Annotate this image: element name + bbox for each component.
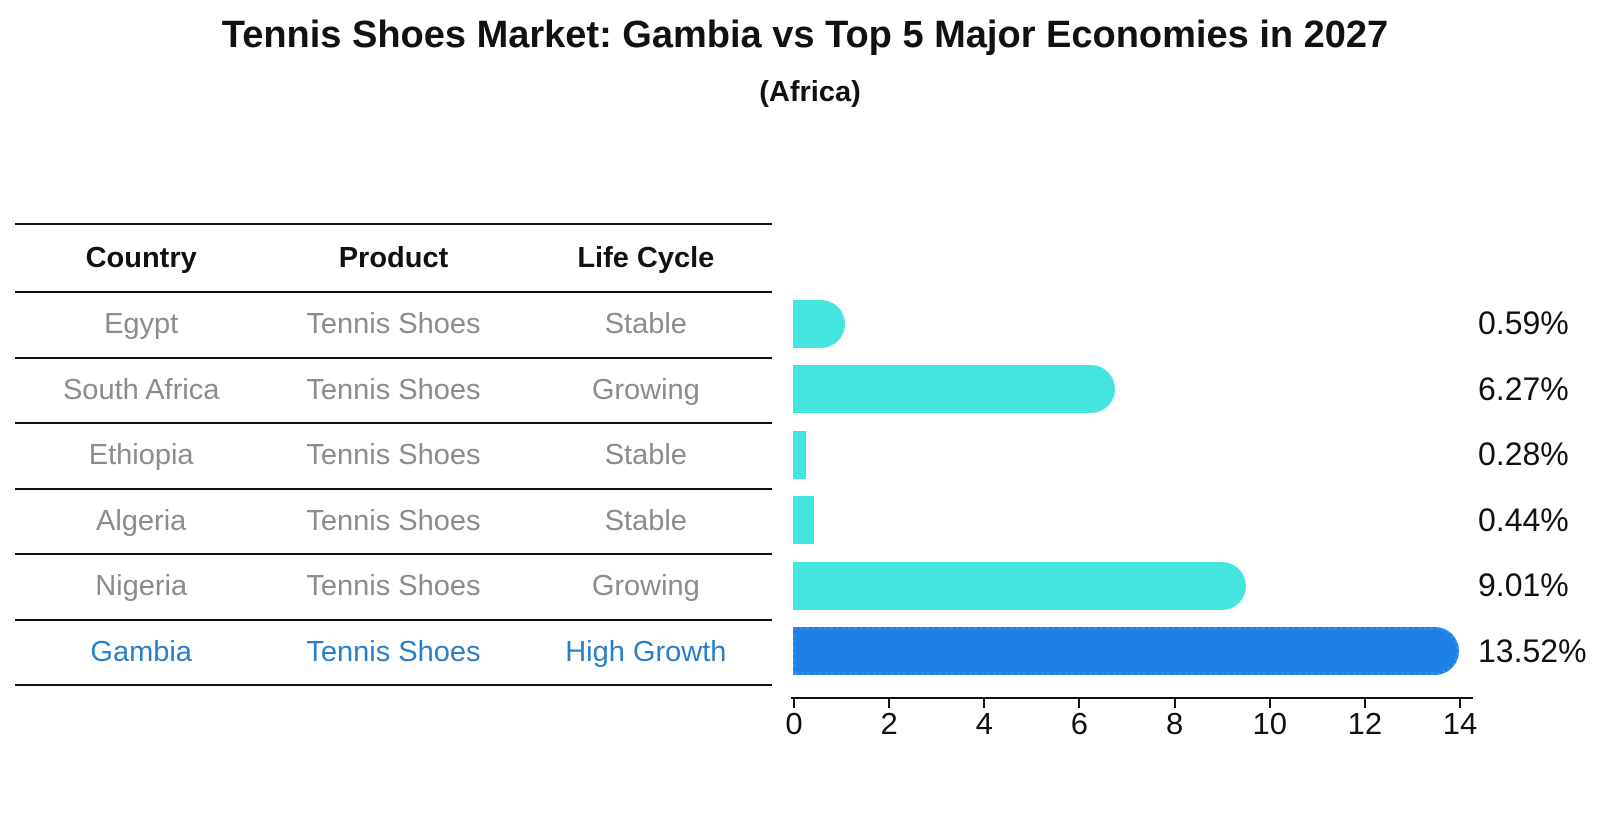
table-cell-product: Tennis Shoes: [306, 308, 481, 341]
bar-row: [793, 619, 1459, 685]
x-axis-tick-mark: [1459, 699, 1461, 708]
bar-row: [793, 291, 1459, 357]
x-axis-tick-mark: [1078, 699, 1081, 708]
table-header-row: Country Product Life Cycle: [15, 223, 772, 293]
x-axis-tick-mark: [793, 699, 795, 708]
table-body: Egypt Tennis Shoes Stable South Africa Tenni…: [15, 293, 772, 686]
table-cell-life-cycle: High Growth: [565, 635, 727, 668]
table-cell-life-cycle: Stable: [604, 504, 687, 537]
country-table: Country Product Life Cycle Egypt Tennis S…: [15, 223, 772, 686]
bar-row: [793, 422, 1459, 488]
table-cell-product: Tennis Shoes: [306, 504, 481, 537]
bar-gambia: [793, 627, 1459, 676]
table-cell-country: Egypt: [104, 308, 179, 341]
table-row: Ethiopia Tennis Shoes Stable: [15, 424, 772, 490]
bar-value-label: 13.52%: [1478, 632, 1587, 669]
bar-value-label: 0.59%: [1478, 305, 1569, 342]
table-cell-product: Tennis Shoes: [306, 570, 481, 603]
x-axis-tick-mark: [888, 699, 891, 708]
x-axis-tick-mark: [1363, 699, 1366, 708]
chart-subtitle: (Africa): [759, 76, 861, 108]
bar-value-label: 0.28%: [1478, 436, 1569, 473]
bar-ethiopia: [793, 430, 807, 479]
table-row: South Africa Tennis Shoes Growing: [15, 359, 772, 424]
table-row: Egypt Tennis Shoes Stable: [15, 293, 772, 359]
table-cell-country: Algeria: [96, 504, 187, 537]
table-cell-country: Gambia: [90, 635, 192, 668]
table-cell-country: Nigeria: [95, 570, 188, 603]
table-cell-product: Tennis Shoes: [306, 373, 481, 406]
chart-title: Tennis Shoes Market: Gambia vs Top 5 Maj…: [221, 14, 1389, 56]
table-cell-life-cycle: Growing: [591, 373, 700, 406]
bar-south-africa: [793, 365, 1116, 414]
x-axis-tick-mark: [1268, 699, 1271, 708]
bar-egypt: [793, 299, 846, 348]
column-header-life-cycle: Life Cycle: [577, 241, 715, 274]
x-axis-tick-mark: [983, 699, 986, 708]
x-axis-tick-label: 10: [1252, 706, 1287, 741]
bar-nigeria: [793, 561, 1246, 610]
x-axis-tick-label: 0: [785, 706, 803, 741]
x-axis-tick-label: 14: [1442, 706, 1478, 741]
table-cell-country: Ethiopia: [88, 439, 194, 472]
bar-value-label: 6.27%: [1478, 370, 1569, 407]
table-row: Nigeria Tennis Shoes Growing: [15, 555, 772, 621]
column-header-product: Product: [338, 241, 449, 274]
table-cell-life-cycle: Growing: [591, 570, 700, 603]
table-cell-life-cycle: Stable: [604, 439, 687, 472]
x-axis-tick-label: 12: [1347, 706, 1383, 741]
x-axis-line: [791, 697, 1473, 699]
bar-value-label: 9.01%: [1478, 567, 1569, 604]
x-axis-tick-label: 8: [1165, 706, 1184, 741]
table-row: Gambia Tennis Shoes High Growth: [15, 621, 772, 686]
bar-algeria: [793, 496, 814, 545]
bar-row: [793, 357, 1459, 423]
bar-chart-plot-area: [793, 291, 1459, 684]
bar-row: [793, 488, 1459, 554]
table-row: Algeria Tennis Shoes Stable: [15, 490, 772, 555]
column-header-country: Country: [85, 241, 197, 274]
table-cell-product: Tennis Shoes: [306, 439, 481, 472]
table-cell-country: South Africa: [62, 373, 220, 406]
bar-row: [793, 553, 1459, 619]
x-axis-tick-label: 2: [880, 706, 898, 741]
table-cell-product: Tennis Shoes: [306, 635, 481, 668]
table-cell-life-cycle: Stable: [604, 308, 687, 341]
x-axis-tick-label: 6: [1070, 706, 1089, 741]
x-axis-tick-mark: [1173, 699, 1176, 708]
x-axis-tick-label: 4: [975, 706, 993, 741]
bar-value-label: 0.44%: [1478, 501, 1569, 538]
